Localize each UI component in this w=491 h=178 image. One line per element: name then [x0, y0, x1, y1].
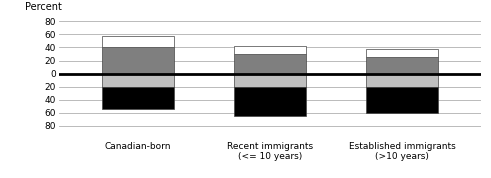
- Bar: [102, 36, 174, 48]
- Bar: [234, 54, 306, 74]
- Bar: [102, 74, 174, 87]
- Bar: [102, 48, 174, 74]
- Bar: [366, 87, 438, 113]
- Bar: [234, 46, 306, 54]
- Bar: [234, 74, 306, 87]
- Bar: [102, 87, 174, 109]
- Bar: [366, 49, 438, 57]
- Text: Percent: Percent: [25, 2, 62, 12]
- Bar: [234, 87, 306, 116]
- Bar: [366, 74, 438, 87]
- Bar: [366, 57, 438, 74]
